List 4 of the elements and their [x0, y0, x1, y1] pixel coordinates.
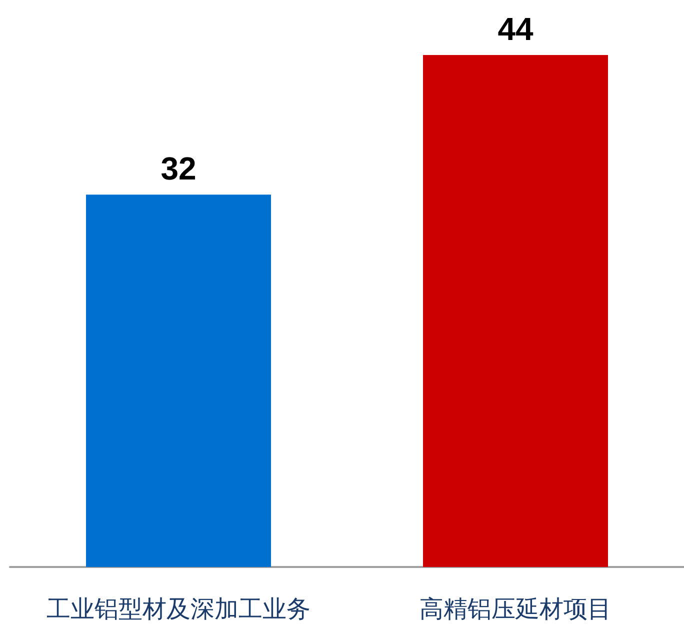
data-label: 32 [160, 150, 196, 187]
x-tick-label: 工业铝型材及深加工业务 [46, 595, 310, 623]
data-label: 44 [498, 11, 534, 47]
x-tick-label: 高精铝压延材项目 [420, 595, 612, 623]
